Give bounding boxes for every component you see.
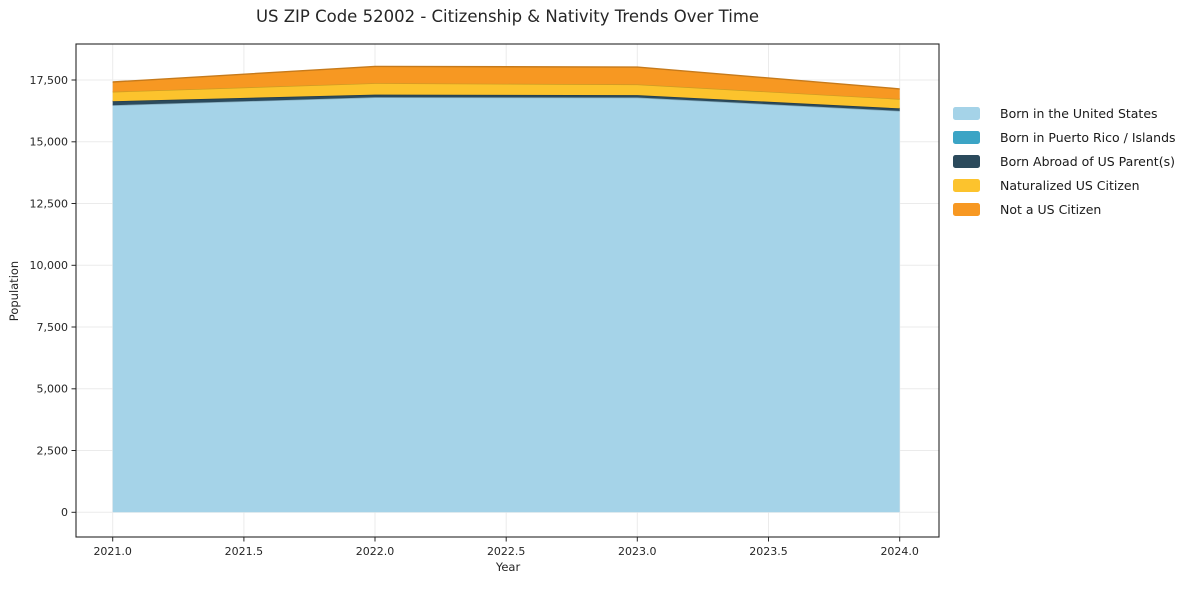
area-born-in-the-united-states [112, 97, 900, 513]
x-tick-labels: 2021.0 2021.5 2022.0 2022.5 2023.0 2023.5 2024… [93, 545, 919, 558]
legend-swatch-naturalized-us-citizen [953, 178, 980, 192]
y-tick-label: 10,000 [30, 259, 69, 272]
legend: Born in the United States Born in Puerto … [953, 101, 1176, 221]
chart-title: US ZIP Code 52002 - Citizenship & Nativi… [255, 7, 760, 26]
x-axis-label: Year [495, 560, 521, 574]
legend-label: Naturalized US Citizen [1000, 177, 1140, 193]
x-tick-label: 2021.0 [93, 545, 132, 558]
y-tick-label: 17,500 [30, 74, 69, 87]
legend-swatch-not-a-us-citizen [953, 202, 980, 216]
area-not-a-us-citizen [112, 66, 900, 99]
x-tick-label: 2022.0 [356, 545, 395, 558]
area-naturalized-us-citizen [112, 83, 900, 109]
legend-row-naturalized-us-citizen: Naturalized US Citizen [953, 173, 1176, 197]
legend-row-not-a-us-citizen: Not a US Citizen [953, 197, 1176, 221]
legend-label: Born Abroad of US Parent(s) [1000, 153, 1175, 169]
area-edge-not-a-us-citizen [112, 65, 900, 90]
x-tick-label: 2023.5 [749, 545, 788, 558]
legend-label: Not a US Citizen [1000, 201, 1102, 217]
y-tick-label: 2,500 [37, 444, 69, 457]
tick-marks [71, 79, 901, 542]
legend-swatch-born-in-puerto-rico-islands [953, 130, 980, 144]
y-tick-label: 15,000 [30, 136, 69, 149]
y-tick-label: 0 [61, 506, 68, 519]
legend-row-born-abroad-of-us-parent-s: Born Abroad of US Parent(s) [953, 149, 1176, 173]
legend-swatch-born-abroad-of-us-parent-s [953, 154, 980, 168]
axis-frame [75, 43, 940, 538]
x-tick-label: 2022.5 [487, 545, 526, 558]
y-tick-label: 7,500 [37, 321, 69, 334]
x-tick-label: 2021.5 [225, 545, 264, 558]
stacked-areas [112, 65, 900, 513]
legend-label: Born in the United States [1000, 105, 1158, 121]
y-tick-label: 12,500 [30, 197, 69, 210]
legend-row-born-in-the-united-states: Born in the United States [953, 101, 1176, 125]
legend-swatch-born-in-the-united-states [953, 106, 980, 120]
x-tick-label: 2024.0 [880, 545, 919, 558]
legend-row-born-in-puerto-rico-islands: Born in Puerto Rico / Islands [953, 125, 1176, 149]
legend-label: Born in Puerto Rico / Islands [1000, 129, 1176, 145]
x-tick-label: 2023.0 [618, 545, 657, 558]
y-tick-labels: 0 2,500 5,000 7,500 10,000 12,500 15,000 17,500 [30, 74, 69, 519]
y-axis-label: Population [7, 260, 21, 322]
y-tick-label: 5,000 [37, 383, 69, 396]
